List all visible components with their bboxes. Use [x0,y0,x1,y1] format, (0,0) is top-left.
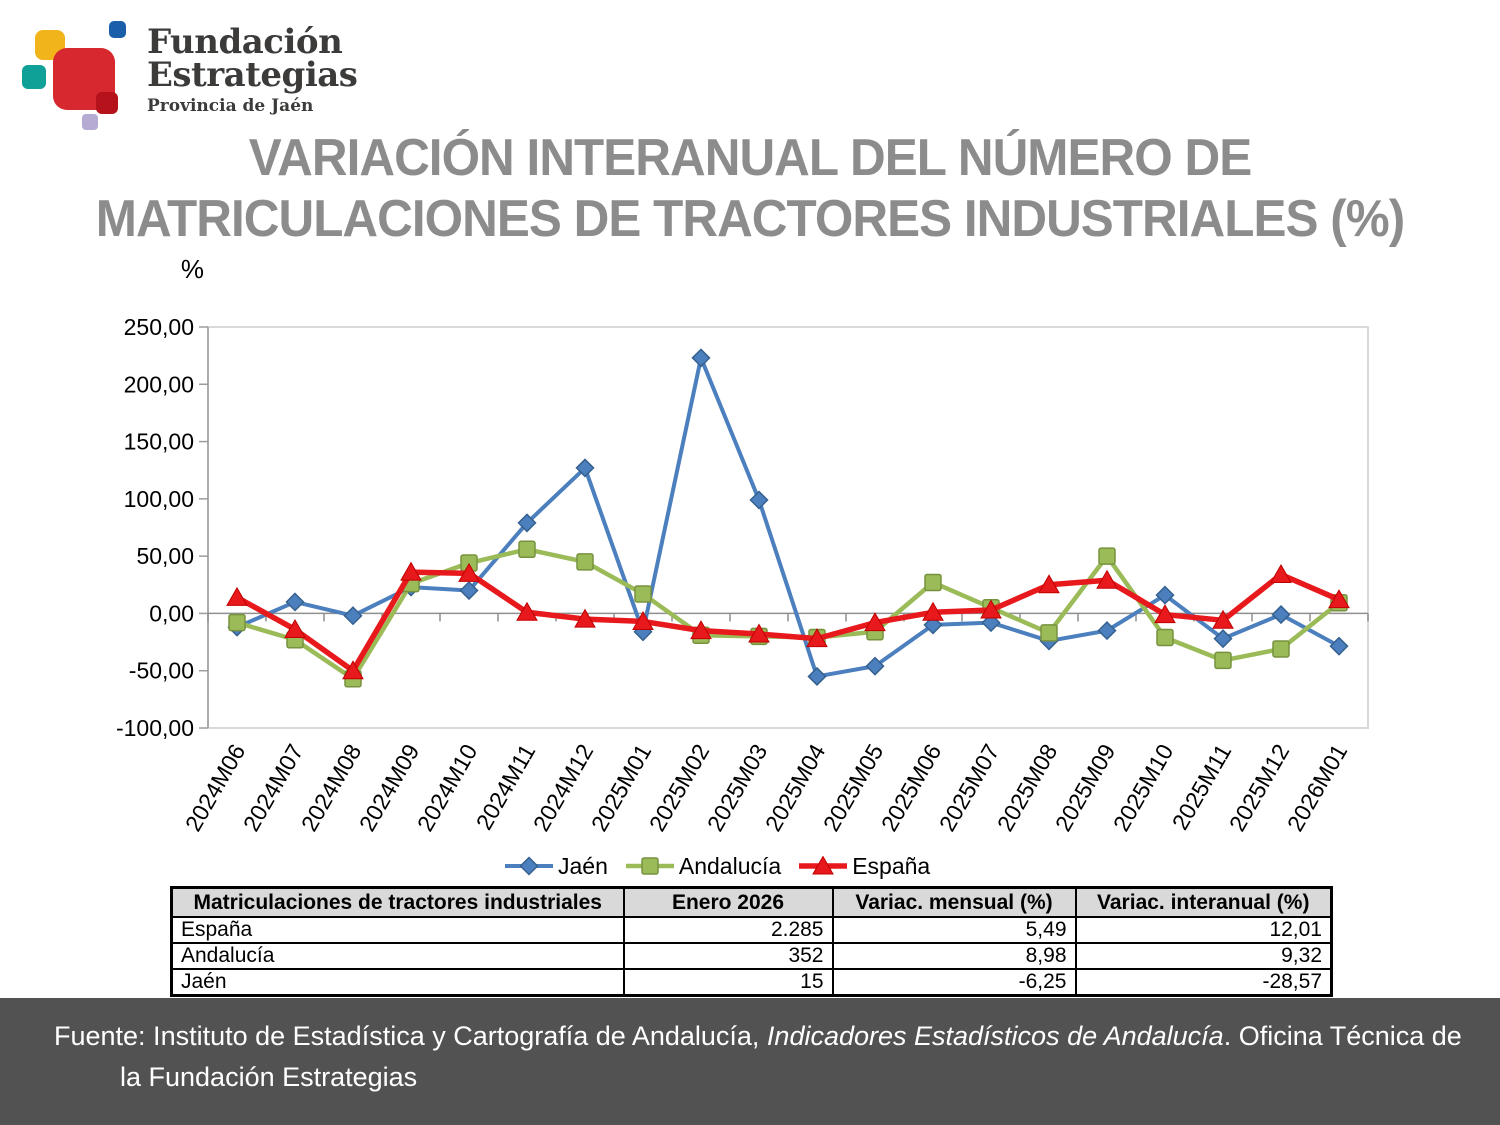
table-row-jaen: Jaén 15 -6,25 -28,57 [170,968,1333,997]
logo-blue-square-icon [109,21,126,38]
row-value-interanual: 9,32 [1074,942,1333,970]
row-label: Jaén [170,968,625,997]
svg-text:200,00: 200,00 [124,371,194,397]
logo-darkred-square-icon [96,92,118,114]
row-value-mensual: 5,49 [831,916,1077,944]
page-title-line1: VARIACIÓN INTERANUAL DEL NÚMERO DE [248,129,1252,187]
table-row-espana: España 2.285 5,49 12,01 [170,916,1333,944]
svg-text:-50,00: -50,00 [129,658,194,684]
summary-table-header-indicator: Matriculaciones de tractores industriale… [170,886,625,918]
legend-label-espana: España [852,852,931,879]
svg-text:-100,00: -100,00 [116,715,194,741]
legend-item-andalucia: Andalucía [625,852,782,880]
row-value-enero: 2.285 [622,916,834,944]
source-text-prefix: Fuente: Instituto de Estadística y Carto… [54,1021,767,1051]
legend-marker-andalucia-square-icon [625,857,674,875]
legend-marker-jaen-diamond-icon [505,856,553,876]
legend-item-jaen: Jaén [505,853,608,880]
source-text: Fuente: Instituto de Estadística y Carto… [0,998,1500,1098]
summary-table-header-row: Matriculaciones de tractores industriale… [170,886,1333,918]
row-label: Andalucía [170,942,625,970]
legend-label-jaen: Jaén [558,852,608,879]
row-value-mensual: -6,25 [831,968,1077,997]
svg-text:50,00: 50,00 [136,543,194,569]
source-text-publication: Indicadores Estadísticos de Andalucía [766,1021,1224,1051]
source-text-suffix: . Oficina Técnica de [1223,1021,1462,1051]
row-value-interanual: -28,57 [1074,968,1333,997]
table-row-andalucia: Andalucía 352 8,98 9,32 [170,942,1333,970]
row-value-interanual: 12,01 [1074,916,1333,944]
logo-lavender-square-icon [82,114,98,130]
row-value-enero: 352 [622,942,834,970]
svg-text:100,00: 100,00 [124,486,194,512]
svg-text:%: % [181,254,204,284]
source-footer: Fuente: Instituto de Estadística y Carto… [0,998,1500,1125]
source-text-line2: la Fundación Estrategias [120,1062,418,1092]
logo-subtitle: Provincia de Jaén [147,96,314,116]
legend-label-andalucia: Andalucía [678,852,782,879]
logo-name-line2: Estrategias [147,55,358,95]
svg-text:250,00: 250,00 [124,314,194,340]
svg-text:0,00: 0,00 [149,600,194,626]
summary-table-header-mensual: Variac. mensual (%) [831,886,1077,918]
row-label: España [170,916,625,944]
legend-marker-espana-triangle-icon [799,856,848,875]
summary-table-header-interanual: Variac. interanual (%) [1074,886,1333,918]
row-value-mensual: 8,98 [831,942,1077,970]
logo-wordmark: Fundación Estrategias Provincia de Jaén [147,22,358,116]
line-chart-canvas: 250,00 200,00 150,00 100,00 50,00 0,00 -50,00 -… [116,254,1369,836]
svg-text:150,00: 150,00 [124,429,194,455]
logo-name-line1: Fundación [147,22,343,62]
page-title: VARIACIÓN INTERANUAL DEL NÚMERO DE MATRI… [38,128,1463,250]
fundacion-estrategias-logo: Fundación Estrategias Provincia de Jaén [10,8,430,130]
chart-legend: Jaén Andalucía España [505,850,930,882]
page-title-line2: MATRICULACIONES DE TRACTORES INDUSTRIALE… [95,190,1405,248]
legend-item-espana: España [799,853,930,880]
summary-table-header-enero: Enero 2026 [622,886,834,918]
summary-table: Matriculaciones de tractores industriale… [170,886,1333,997]
line-chart: 250,00 200,00 150,00 100,00 50,00 0,00 -50,00 -… [0,240,1500,890]
row-value-enero: 15 [622,968,834,997]
logo-teal-square-icon [22,65,46,89]
